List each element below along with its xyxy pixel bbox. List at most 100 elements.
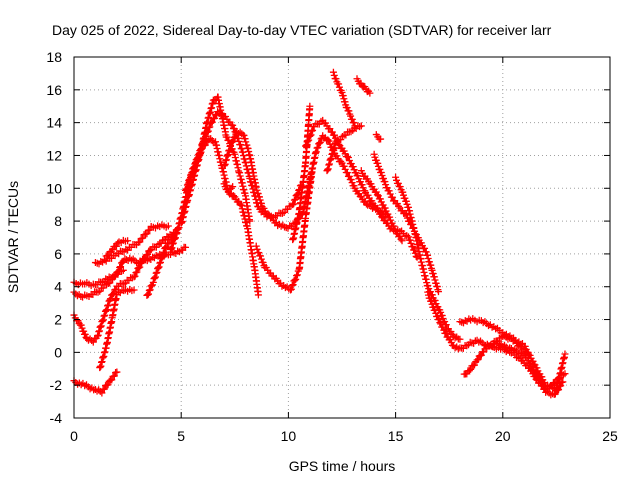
data-point: [204, 127, 212, 135]
data-point: [397, 235, 405, 243]
data-point: [210, 114, 218, 122]
y-tick-label: -4: [50, 410, 63, 426]
data-point: [153, 268, 161, 276]
data-point: [435, 316, 443, 324]
data-point: [160, 248, 168, 256]
data-point: [401, 209, 409, 217]
axis-ticks: 0 5 10 15 20 25 -4 -2 0 2 4 6 8 10 12 14 16 18: [46, 49, 618, 444]
data-point: [312, 148, 320, 156]
data-point: [338, 132, 346, 140]
data-point: [175, 248, 183, 256]
data-point: [441, 318, 449, 326]
data-point: [130, 286, 138, 294]
data-point: [474, 356, 482, 364]
data-point: [146, 226, 154, 234]
data-point: [194, 154, 202, 162]
data-point: [402, 211, 410, 219]
y-tick-label: 14: [46, 115, 62, 131]
data-point: [110, 372, 118, 380]
data-point: [456, 335, 464, 343]
data-point: [324, 136, 332, 144]
data-point: [427, 297, 435, 305]
data-point: [284, 205, 292, 213]
data-point: [151, 273, 159, 281]
data-point: [470, 361, 478, 369]
data-point: [77, 321, 85, 329]
plot-frame: [73, 56, 611, 419]
data-point: [236, 128, 244, 136]
data-point: [181, 243, 189, 251]
data-point: [330, 71, 338, 79]
data-point: [230, 192, 238, 200]
data-point: [117, 263, 125, 271]
data-point: [169, 239, 177, 247]
data-point: [431, 306, 439, 314]
data-point: [96, 287, 104, 295]
data-point: [158, 254, 166, 262]
data-point: [293, 272, 301, 280]
data-point: [155, 263, 163, 271]
data-point: [146, 286, 154, 294]
data-point: [154, 265, 162, 273]
chart-title: Day 025 of 2022, Sidereal Day-to-day VTE…: [52, 22, 552, 38]
data-point: [293, 191, 301, 199]
data-point: [289, 201, 297, 209]
data-point: [257, 255, 265, 263]
data-point: [293, 271, 301, 279]
data-point: [532, 369, 540, 377]
data-point: [442, 329, 450, 337]
data-point: [366, 89, 374, 97]
data-point: [451, 334, 459, 342]
data-point: [412, 252, 420, 260]
data-point: [358, 181, 366, 189]
data-point: [81, 330, 89, 338]
data-point: [291, 276, 299, 284]
data-point: [448, 330, 456, 338]
data-point: [172, 230, 180, 238]
data-point: [344, 154, 352, 162]
data-point: [302, 142, 310, 150]
y-tick-label: 6: [54, 246, 62, 262]
data-point: [377, 135, 385, 143]
data-point: [332, 75, 340, 83]
data-point: [431, 297, 439, 305]
data-point: [168, 244, 176, 252]
data-point: [404, 233, 412, 241]
x-tick-label: 5: [177, 428, 185, 444]
data-point: [392, 173, 400, 181]
y-tick-label: 16: [46, 82, 62, 98]
series-track-13: [220, 180, 237, 196]
data-point: [529, 363, 537, 371]
data-point: [236, 141, 244, 149]
data-point: [164, 222, 172, 230]
y-tick-label: 0: [54, 344, 62, 360]
data-point: [426, 294, 434, 302]
data-point: [401, 194, 409, 202]
data-point: [151, 274, 159, 282]
data-point: [229, 121, 237, 129]
series-track-4: [70, 266, 127, 290]
data-point: [439, 315, 447, 323]
data-point: [347, 176, 355, 184]
data-point: [305, 132, 313, 140]
series-track-16: [302, 116, 421, 261]
x-tick-label: 15: [388, 428, 404, 444]
data-point: [254, 291, 262, 299]
y-tick-label: 12: [46, 147, 62, 163]
data-point: [202, 132, 210, 140]
data-point: [458, 318, 466, 326]
data-point: [191, 159, 199, 167]
data-point: [136, 238, 144, 246]
series-track-20: [357, 167, 406, 245]
data-point: [294, 190, 302, 198]
data-point: [292, 275, 300, 283]
data-point: [340, 162, 348, 170]
y-tick-label: 8: [54, 213, 62, 229]
data-point: [156, 258, 164, 266]
series-track-19: [353, 75, 374, 97]
data-point: [101, 311, 109, 319]
data-point: [157, 255, 165, 263]
x-axis-label: GPS time / hours: [289, 458, 396, 474]
data-point: [161, 244, 169, 252]
data-point: [112, 242, 120, 250]
